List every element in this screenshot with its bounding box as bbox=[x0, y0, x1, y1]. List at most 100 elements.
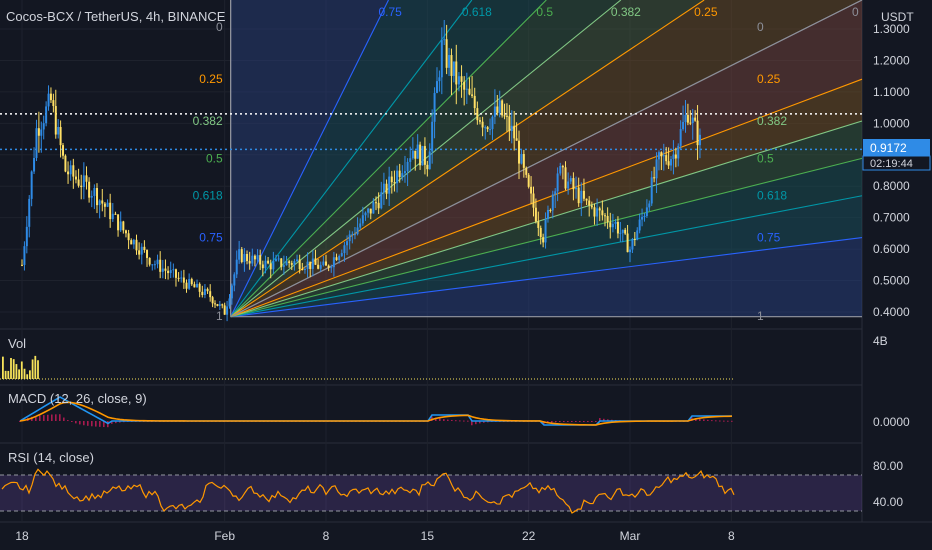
candle-body-162 bbox=[438, 77, 441, 82]
volume-label[interactable]: Vol bbox=[8, 336, 26, 351]
candle-body-193 bbox=[515, 138, 518, 141]
volume-bar-4 bbox=[12, 359, 15, 379]
candle-body-45 bbox=[135, 239, 138, 251]
macd-hist-109 bbox=[455, 420, 457, 422]
candle-body-104 bbox=[288, 261, 291, 264]
candle-body-259 bbox=[679, 129, 682, 146]
candle-body-228 bbox=[603, 215, 606, 217]
candles bbox=[21, 19, 701, 322]
current-price-tag bbox=[863, 139, 930, 156]
candle-body-153 bbox=[416, 144, 419, 159]
candle-body-172 bbox=[463, 81, 466, 90]
candle-body-161 bbox=[435, 81, 438, 93]
candle-body-203 bbox=[539, 227, 542, 238]
candle-body-166 bbox=[448, 55, 451, 68]
candle-body-241 bbox=[636, 230, 639, 240]
time-tick-1: Feb bbox=[214, 529, 235, 543]
candle-body-2 bbox=[25, 226, 28, 247]
candle-body-154 bbox=[419, 144, 422, 166]
macd-hist-18 bbox=[91, 421, 93, 427]
macd-hist-111 bbox=[463, 420, 465, 422]
horizontal-levels[interactable] bbox=[0, 113, 862, 151]
macd-hist-140 bbox=[579, 421, 581, 422]
macd-hist-10 bbox=[59, 414, 61, 421]
macd-hist-176 bbox=[723, 420, 725, 422]
candle-body-119 bbox=[327, 265, 330, 268]
macd-hist-13 bbox=[71, 421, 73, 422]
volume-bar-5 bbox=[15, 364, 18, 379]
candle-body-196 bbox=[522, 154, 525, 168]
candle-body-160 bbox=[433, 92, 436, 122]
candle-body-134 bbox=[367, 208, 370, 213]
candle-body-267 bbox=[698, 134, 701, 146]
candle-body-157 bbox=[426, 164, 429, 170]
candle-body-158 bbox=[428, 151, 431, 170]
candle-body-121 bbox=[332, 257, 335, 268]
candle-body-128 bbox=[351, 234, 354, 236]
time-axis[interactable]: 18 Feb 8 15 22 Mar 8 bbox=[15, 529, 735, 543]
macd-hist-11 bbox=[63, 417, 65, 421]
candle-body-215 bbox=[569, 178, 572, 182]
candle-body-59 bbox=[172, 269, 175, 271]
fib-fan[interactable]: 0.75 0.618 0.5 0.382 0.25 0 0 0.25 0.382 0.5 0.618… bbox=[193, 0, 863, 323]
candle-body-225 bbox=[596, 208, 599, 217]
macd-hist-141 bbox=[583, 421, 585, 422]
macd-hist-0 bbox=[19, 421, 21, 422]
price-tick-9: 0.4000 bbox=[873, 305, 910, 319]
candle-body-221 bbox=[585, 198, 588, 201]
candle-body-37 bbox=[114, 213, 117, 215]
candle-body-89 bbox=[248, 261, 251, 264]
macd-hist-133 bbox=[551, 421, 553, 423]
current-price-value: 0.9172 bbox=[870, 141, 907, 155]
candle-body-140 bbox=[382, 183, 385, 193]
time-tick-0: 18 bbox=[15, 529, 29, 543]
candle-body-176 bbox=[473, 95, 476, 109]
price-axis[interactable]: 1.30001.20001.10001.00000.90000.80000.70… bbox=[873, 22, 910, 319]
candle-body-187 bbox=[501, 100, 504, 116]
macd-hist-135 bbox=[559, 421, 561, 422]
candle-body-211 bbox=[559, 166, 562, 174]
candle-body-229 bbox=[606, 215, 609, 223]
countdown-tag bbox=[862, 155, 931, 171]
candle-body-108 bbox=[298, 259, 301, 270]
candle-body-224 bbox=[593, 207, 596, 217]
candle-body-263 bbox=[689, 122, 692, 124]
fib-right-label-1: 0.25 bbox=[757, 72, 781, 86]
candle-body-253 bbox=[665, 155, 668, 162]
candle-body-231 bbox=[611, 223, 614, 228]
candle-body-258 bbox=[677, 145, 680, 159]
candle-body-106 bbox=[293, 261, 296, 265]
candle-body-262 bbox=[686, 114, 689, 123]
macd-label[interactable]: MACD (12, 26, close, 9) bbox=[8, 391, 147, 406]
candle-body-39 bbox=[119, 221, 122, 231]
fib-top-label-3: 0.382 bbox=[611, 5, 641, 19]
price-tick-2: 1.1000 bbox=[873, 85, 910, 99]
candle-body-93 bbox=[259, 255, 262, 265]
macd-hist-16 bbox=[83, 421, 85, 426]
fib-right-label-2: 0.382 bbox=[757, 114, 787, 128]
candle-body-102 bbox=[282, 265, 285, 267]
volume-bar-6 bbox=[18, 369, 20, 379]
candle-body-145 bbox=[396, 170, 399, 184]
candle-body-213 bbox=[564, 167, 567, 189]
candle-body-236 bbox=[624, 229, 627, 234]
rsi-label[interactable]: RSI (14, close) bbox=[8, 450, 94, 465]
fib-left-label-3: 0.5 bbox=[206, 151, 223, 165]
symbol-title[interactable]: Cocos-BCX / TetherUS, 4h, BINANCE bbox=[6, 9, 226, 24]
candle-body-111 bbox=[306, 261, 309, 269]
macd-hist-19 bbox=[95, 421, 97, 427]
candle-body-156 bbox=[423, 146, 426, 165]
candle-body-189 bbox=[505, 115, 508, 117]
candle-body-60 bbox=[174, 269, 177, 278]
candle-body-256 bbox=[672, 154, 675, 160]
candle-body-82 bbox=[230, 285, 233, 299]
candle-body-198 bbox=[527, 174, 530, 187]
macd-hist-15 bbox=[79, 421, 81, 425]
candle-body-42 bbox=[127, 233, 130, 241]
candle-body-202 bbox=[537, 221, 540, 228]
candle-body-195 bbox=[520, 154, 523, 164]
candle-body-32 bbox=[101, 200, 104, 204]
volume-bar-11 bbox=[31, 359, 34, 379]
candle-body-117 bbox=[322, 261, 325, 266]
